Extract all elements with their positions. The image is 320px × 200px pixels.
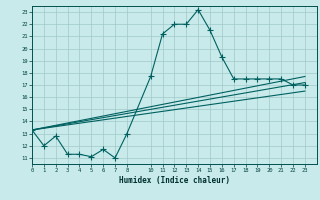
X-axis label: Humidex (Indice chaleur): Humidex (Indice chaleur) <box>119 176 230 185</box>
